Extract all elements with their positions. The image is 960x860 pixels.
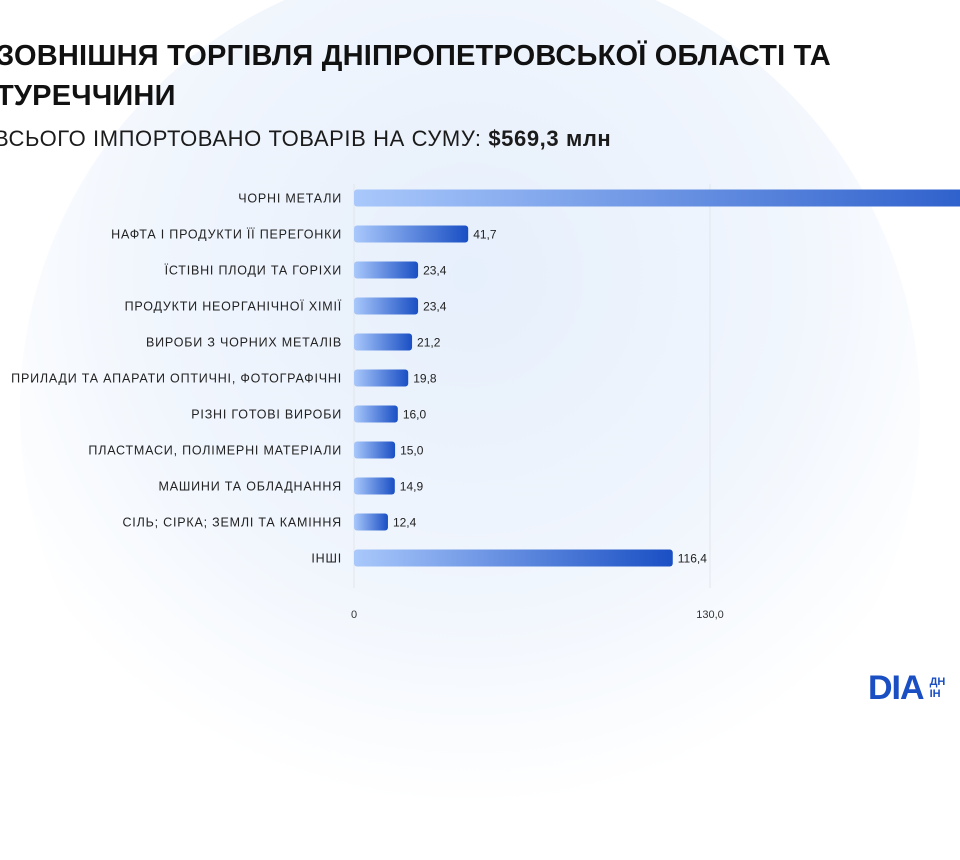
subtitle-amount: $569,3 млн [488,126,612,151]
value-label: 14,9 [400,480,424,494]
bar [354,369,409,387]
category-label: МАШИНИ ТА ОБЛАДНАННЯ [159,480,343,494]
category-label: СІЛЬ; СІРКА; ЗЕМЛІ ТА КАМІННЯ [122,516,342,530]
dia-logo: DIA ДН ІН [868,668,945,708]
value-label: 16,0 [403,408,427,422]
subtitle-prefix: ВСЬОГО ІМПОРТОВАНО ТОВАРІВ НА СУМУ: [0,126,489,151]
logo-text-line1: ДН [929,676,946,688]
value-label: 21,2 [417,336,441,350]
value-label: 15,0 [400,444,424,458]
bar [354,549,673,567]
value-label: 23,4 [423,300,447,314]
bar [354,225,469,243]
category-label: ПЛАСТМАСИ, ПОЛІМЕРНІ МАТЕРІАЛИ [88,444,342,458]
value-label: 12,4 [393,516,417,530]
bar [354,441,396,459]
background-circle [20,0,920,860]
bar-chart: 0 130,0 ЧОРНІ МЕТАЛИ НАФТА І ПРОДУКТИ ЇЇ ПЕ… [11,184,960,620]
bar [354,297,419,315]
bar [354,477,395,495]
category-label: ПРИЛАДИ ТА АПАРАТИ ОПТИЧНІ, ФОТОГРАФІЧНІ [11,372,342,386]
logo-text: ДН ІН [930,676,946,700]
category-label: ІНШІ [311,552,342,566]
logo-mark: DIA [868,669,925,707]
value-label: 116,4 [678,552,707,566]
bar [354,333,413,351]
category-label: ЇСТІВНІ ПЛОДИ ТА ГОРІХИ [165,264,342,278]
category-label: НАФТА І ПРОДУКТИ ЇЇ ПЕРЕГОНКИ [111,228,342,242]
x-tick-label: 130,0 [696,609,724,620]
category-label: ПРОДУКТИ НЕОРГАНІЧНОЇ ХІМІЇ [125,300,342,314]
subtitle: ВСЬОГО ІМПОРТОВАНО ТОВАРІВ НА СУМУ: $569… [0,126,611,152]
bar [354,513,388,531]
bar [354,405,398,423]
logo-text-line2: ІН [929,688,941,700]
bar [354,261,419,279]
category-label: РІЗНІ ГОТОВІ ВИРОБИ [191,408,342,422]
value-label: 41,7 [473,228,497,242]
value-label: 23,4 [423,264,447,278]
category-label: ЧОРНІ МЕТАЛИ [238,192,342,206]
page-title: ЗОВНІШНЯ ТОРГІВЛЯ ДНІПРОПЕТРОВСЬКОЇ ОБЛА… [0,40,831,112]
category-label: ВИРОБИ З ЧОРНИХ МЕТАЛІВ [146,336,342,350]
value-label: 19,8 [413,372,437,386]
bar [354,189,960,207]
x-tick-label: 0 [351,609,357,620]
